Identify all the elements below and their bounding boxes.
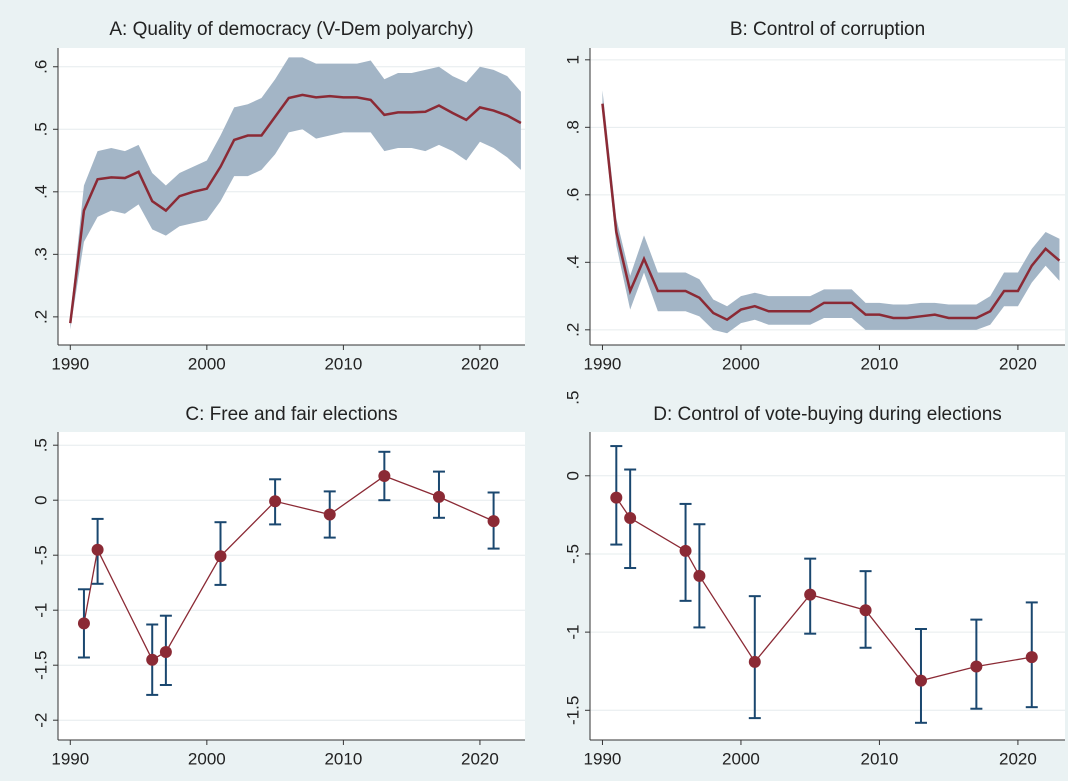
y-tick-label: -.5 [563,544,582,564]
x-tick-label: 2000 [188,354,226,373]
y-tick-label: .8 [563,120,582,134]
point [146,653,159,666]
plot-area [590,432,1065,740]
point [679,544,692,557]
x-tick-label: 2010 [861,749,899,768]
y-tick-label: .5 [31,122,50,136]
y-tick-label: 0 [31,495,50,504]
line [83,475,494,661]
point [77,617,90,630]
point [914,674,927,687]
x-tick-label: 1990 [584,749,622,768]
point [487,515,500,528]
confidence-band [70,57,521,330]
y-tick-label: .4 [563,255,582,269]
x-tick-label: 1990 [51,749,89,768]
panel-title: D: Control of vote-buying during electio… [653,404,1002,425]
point [269,495,282,508]
point [970,660,983,673]
point [323,508,336,521]
point [91,543,104,556]
point [859,604,872,617]
line [69,93,522,324]
point [214,550,227,563]
panel: B: Control of corruption .2 .4 .6 .8 1 1990 200… [563,19,1065,373]
y-tick-label: .6 [563,188,582,202]
x-tick-label: 2010 [324,354,362,373]
y-tick-label: .2 [31,310,50,324]
panel-title: B: Control of corruption [730,19,925,40]
x-tick-label: 2020 [461,749,499,768]
point [693,569,706,582]
line [615,497,1032,682]
line [601,103,1061,322]
point [748,655,761,668]
panel: A: Quality of democracy (V-Dem polyarchy… [31,19,525,373]
x-tick-label: 2020 [999,749,1037,768]
panel: C: Free and fair elections -2 -1.5 -1 -.5 0 .5… [31,404,525,768]
y-tick-label: 1 [563,55,582,64]
point [378,470,391,482]
point [610,491,623,504]
y-tick-label: .3 [31,247,50,261]
point [804,588,817,601]
panel-title: C: Free and fair elections [185,404,397,425]
y-tick-label: -2 [31,713,50,728]
x-tick-label: 2000 [722,354,760,373]
x-tick-label: 1990 [51,354,89,373]
plot-area [58,432,525,740]
x-tick-label: 2020 [461,354,499,373]
x-tick-label: 2000 [188,749,226,768]
y-tick-label: 0 [563,471,582,480]
panel-title: A: Quality of democracy (V-Dem polyarchy… [109,19,473,40]
y-tick-label: .4 [31,185,50,199]
x-tick-label: 2010 [861,354,899,373]
y-tick-label: .5 [563,391,582,405]
x-tick-label: 2010 [324,749,362,768]
x-tick-label: 1990 [584,354,622,373]
point [624,511,637,524]
y-tick-label: .5 [31,438,50,452]
y-tick-label: -1.5 [31,651,50,680]
y-tick-label: -1 [563,625,582,640]
point [159,646,172,658]
y-tick-label: .6 [31,60,50,74]
y-tick-label: -1 [31,603,50,618]
panel: D: Control of vote-buying during electio… [563,391,1065,768]
point [1025,651,1038,664]
y-tick-label: .2 [563,323,582,337]
y-tick-label: -1.5 [563,696,582,725]
y-tick-label: -.5 [31,545,50,565]
point [432,490,445,503]
x-tick-label: 2000 [722,749,760,768]
x-tick-label: 2020 [999,354,1037,373]
